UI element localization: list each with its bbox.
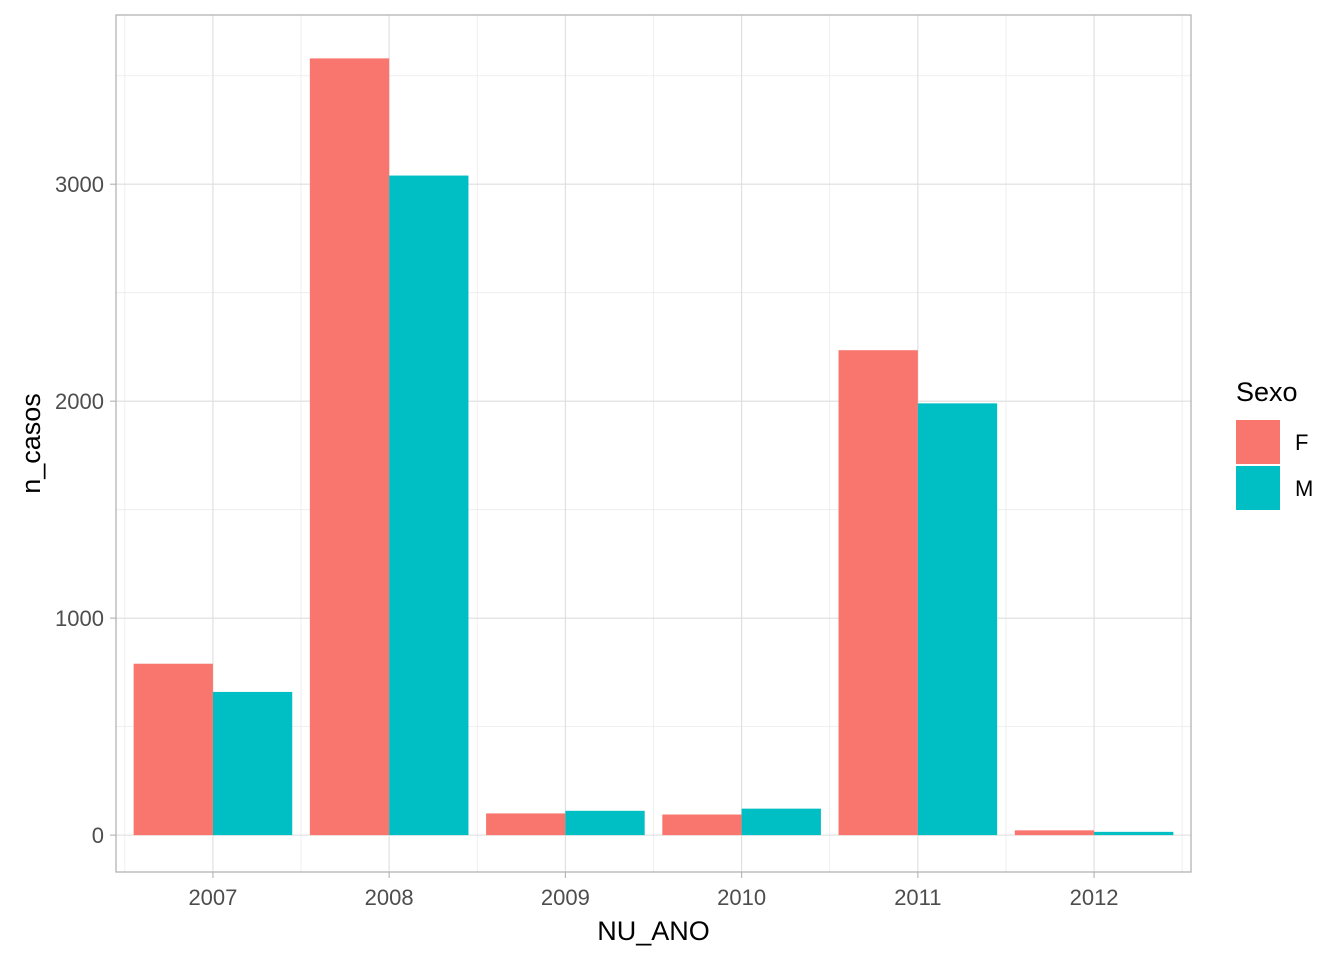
panel-border — [115, 14, 1192, 873]
y-tick-label: 3000 — [55, 172, 104, 197]
y-axis-title: n_casos — [16, 393, 46, 494]
y-tick-label: 0 — [92, 823, 104, 848]
legend-label-F: F — [1295, 430, 1308, 455]
legend-label-M: M — [1295, 476, 1313, 501]
bar-2012-M — [1094, 831, 1174, 836]
bar-2008-M — [389, 175, 469, 836]
bar-2012-F — [1014, 830, 1095, 836]
bars-layer — [133, 58, 1174, 836]
x-axis-title: NU_ANO — [597, 916, 710, 946]
x-tick-label: 2010 — [717, 885, 766, 910]
y-tick-label: 2000 — [55, 389, 104, 414]
bar-2011-M — [917, 403, 998, 836]
bar-2007-F — [133, 663, 213, 836]
x-tick-label: 2011 — [894, 885, 941, 910]
bar-2009-F — [486, 813, 566, 836]
bar-2010-F — [662, 814, 742, 836]
bar-2008-F — [309, 58, 390, 836]
x-tick-label: 2012 — [1070, 885, 1119, 910]
bar-2009-M — [565, 810, 645, 836]
bar-2011-F — [838, 350, 918, 836]
bar-2010-M — [741, 808, 821, 836]
legend-key-M — [1236, 466, 1280, 510]
legend: Sexo FM — [1236, 377, 1313, 510]
x-tick-label: 2008 — [365, 885, 414, 910]
bar-2007-M — [212, 691, 293, 836]
axis-layer: 0 1000 2000 3000 2007 2008 2009 2010 2011 2012 — [55, 172, 1119, 910]
x-tick-label: 2007 — [188, 885, 237, 910]
legend-items: FM — [1236, 420, 1313, 510]
legend-key-F — [1236, 420, 1280, 464]
x-tick-label: 2009 — [541, 885, 590, 910]
legend-title: Sexo — [1236, 377, 1298, 407]
y-tick-label: 1000 — [55, 606, 104, 631]
